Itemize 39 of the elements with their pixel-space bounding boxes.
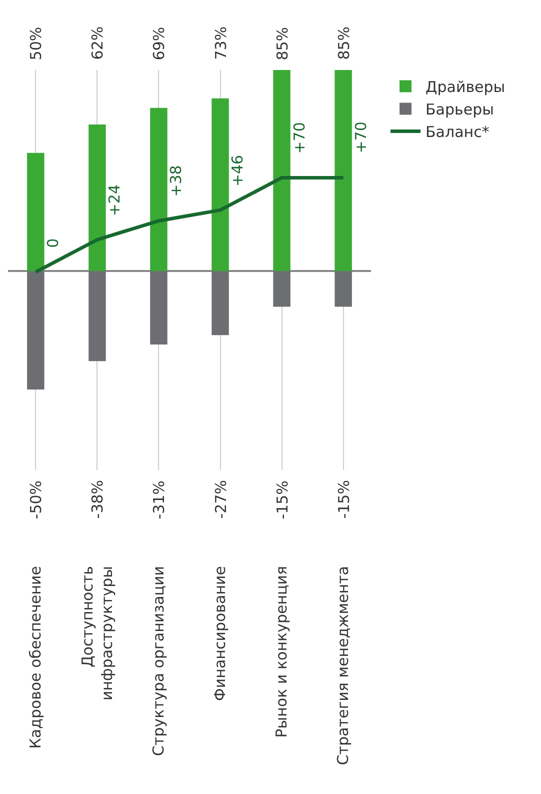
bar xyxy=(88,124,106,272)
data-label: 85% xyxy=(334,26,353,60)
data-label: +46 xyxy=(228,154,246,187)
data-label: 69% xyxy=(150,26,168,60)
data-label: 0 xyxy=(44,238,62,248)
bar xyxy=(27,271,44,390)
bar xyxy=(334,70,352,272)
data-label: -15% xyxy=(334,480,353,519)
legend-label: Баланс* xyxy=(426,123,490,142)
data-label: +70 xyxy=(352,122,370,154)
data-label: 73% xyxy=(212,26,230,60)
data-label: -31% xyxy=(150,480,168,520)
data-label: 50% xyxy=(27,26,46,60)
x-tick-label: Доступность инфраструктуры xyxy=(78,566,116,701)
legend-label: Барьеры xyxy=(426,100,494,119)
data-label: 85% xyxy=(273,26,292,60)
bar xyxy=(88,271,106,362)
bar xyxy=(150,271,168,345)
data-label: +24 xyxy=(106,184,124,216)
x-tick-label: Стратегия менеджмента xyxy=(334,566,352,766)
bar xyxy=(273,271,290,307)
bar xyxy=(273,70,290,272)
legend-label: Драйверы xyxy=(426,78,506,96)
bar xyxy=(150,108,168,272)
x-tick-label: Кадровое обеспечение xyxy=(26,566,45,749)
x-tick-label: Рынок и конкуренция xyxy=(272,566,291,738)
data-label: -15% xyxy=(273,480,292,520)
x-tick-label: Финансирование xyxy=(211,566,230,701)
bar xyxy=(212,98,229,272)
bar xyxy=(212,271,229,336)
data-label: -38% xyxy=(88,480,107,519)
data-label: +70 xyxy=(290,122,308,154)
data-label: 62% xyxy=(88,26,107,60)
data-label: -27% xyxy=(212,480,230,519)
bar xyxy=(334,271,352,307)
data-label: -50% xyxy=(27,480,46,520)
data-label: +38 xyxy=(167,165,186,197)
x-tick-label: Структура организации xyxy=(150,566,168,756)
bar xyxy=(27,152,44,272)
